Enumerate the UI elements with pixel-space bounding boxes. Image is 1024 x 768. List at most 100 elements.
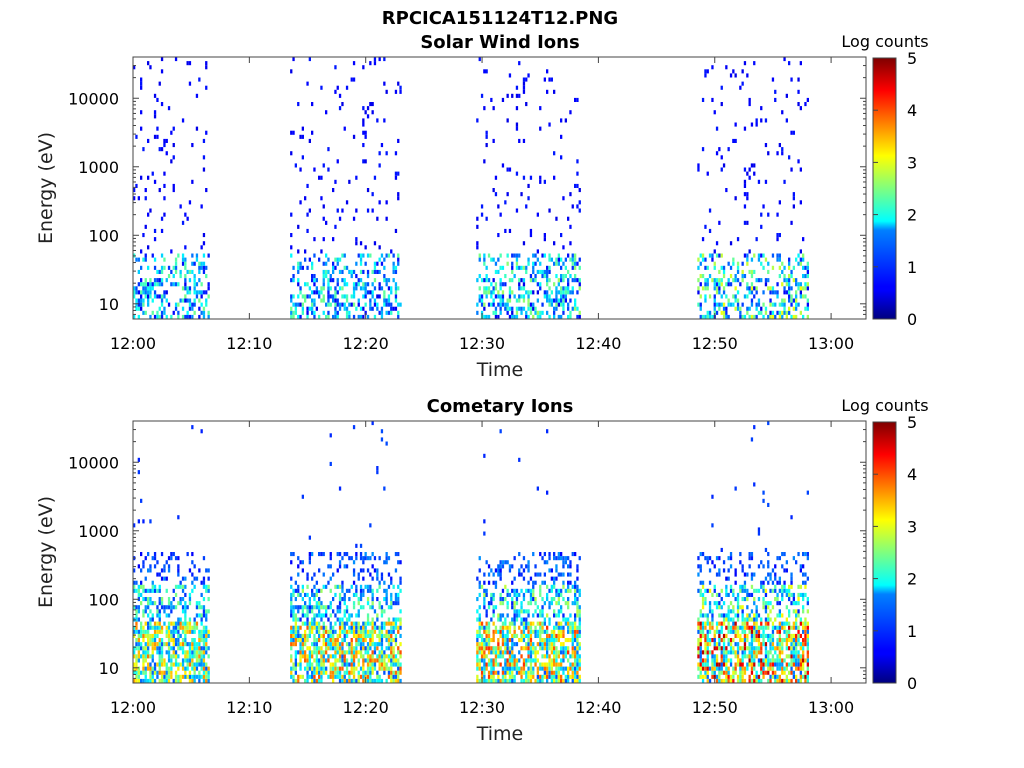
heatmap-cell: [352, 658, 356, 663]
heatmap-cell: [137, 617, 140, 622]
heatmap-cell: [776, 666, 779, 671]
heatmap-cell: [292, 674, 295, 679]
heatmap-cell: [167, 605, 171, 610]
heatmap-cell: [806, 490, 809, 495]
heatmap-cell: [781, 552, 784, 557]
heatmap-cell: [722, 678, 726, 683]
heatmap-cell: [774, 674, 777, 679]
heatmap-cell: [156, 662, 159, 667]
heatmap-cell: [147, 302, 150, 307]
heatmap-cell: [804, 625, 807, 630]
heatmap-cell: [394, 89, 398, 94]
heatmap-cell: [133, 584, 136, 589]
heatmap-cell: [480, 584, 484, 589]
heatmap-cell: [697, 666, 700, 671]
colorbar: [872, 421, 897, 684]
heatmap-cell: [713, 658, 716, 663]
heatmap-cell: [320, 678, 323, 683]
heatmap-cell: [778, 576, 781, 581]
heatmap-cell: [532, 265, 535, 270]
heatmap-cell: [188, 674, 192, 679]
heatmap-cell: [727, 613, 730, 618]
heatmap-cell: [191, 654, 194, 659]
heatmap-cell: [362, 633, 365, 638]
heatmap-cell: [790, 220, 793, 225]
heatmap-cell: [299, 134, 302, 139]
heatmap-cell: [718, 642, 721, 647]
heatmap-cell: [501, 642, 505, 647]
heatmap-cell: [140, 282, 143, 287]
heatmap-cell: [359, 269, 363, 274]
heatmap-cell: [181, 638, 185, 643]
heatmap-cell: [392, 584, 395, 589]
heatmap-cell: [718, 286, 721, 291]
heatmap-cell: [352, 601, 356, 606]
heatmap-cell: [699, 609, 702, 614]
heatmap-cell: [140, 294, 143, 299]
heatmap-cell: [158, 269, 161, 274]
heatmap-cell: [727, 278, 730, 283]
heatmap-cell: [508, 167, 512, 172]
heatmap-cell: [160, 302, 164, 307]
heatmap-cell: [557, 572, 560, 577]
heatmap-cell: [355, 629, 358, 634]
heatmap-cell: [188, 278, 192, 283]
heatmap-cell: [165, 151, 168, 156]
heatmap-cell: [193, 310, 196, 315]
heatmap-cell: [299, 314, 302, 319]
heatmap-cell: [318, 666, 321, 671]
heatmap-cell: [385, 556, 388, 561]
heatmap-cell: [313, 621, 316, 626]
heatmap-cell: [338, 302, 342, 307]
heatmap-cell: [532, 642, 535, 647]
heatmap-cell: [205, 617, 208, 622]
heatmap-cell: [697, 629, 700, 634]
heatmap-cell: [748, 650, 751, 655]
heatmap-cell: [806, 302, 809, 307]
heatmap-cell: [200, 310, 203, 315]
heatmap-cell: [567, 269, 570, 274]
heatmap-cell: [392, 617, 395, 622]
heatmap-cell: [329, 564, 332, 569]
heatmap-cell: [338, 625, 342, 630]
heatmap-cell: [149, 666, 152, 671]
heatmap-cell: [783, 286, 786, 291]
heatmap-cell: [345, 666, 349, 671]
heatmap-cell: [529, 646, 533, 651]
heatmap-cell: [760, 621, 763, 626]
heatmap-cell: [532, 629, 535, 634]
heatmap-cell: [334, 65, 337, 70]
colorbar-tick-label: 4: [907, 101, 917, 120]
heatmap-cell: [797, 601, 800, 606]
colorbar-tick-label: 0: [907, 310, 917, 329]
heatmap-cell: [315, 650, 318, 655]
heatmap-cell: [186, 314, 189, 319]
heatmap-cell: [518, 658, 521, 663]
heatmap-cell: [290, 629, 293, 634]
heatmap-cell: [338, 552, 342, 557]
heatmap-cell: [383, 580, 386, 585]
heatmap-cell: [764, 605, 768, 610]
heatmap-cell: [771, 77, 775, 82]
heatmap-cell: [202, 646, 206, 651]
heatmap-cell: [334, 89, 337, 94]
heatmap-cell: [205, 629, 208, 634]
heatmap-cell: [380, 310, 384, 315]
heatmap-cell: [774, 576, 777, 581]
heatmap-cell: [555, 576, 558, 581]
heatmap-cell: [205, 188, 208, 193]
heatmap-cell: [701, 678, 705, 683]
heatmap-cell: [788, 265, 791, 270]
heatmap-cell: [743, 167, 747, 172]
heatmap-cell: [802, 552, 805, 557]
heatmap-cell: [741, 654, 744, 659]
heatmap-cell: [732, 592, 735, 597]
heatmap-cell: [163, 670, 166, 675]
heatmap-cell: [327, 167, 330, 172]
heatmap-cell: [739, 560, 742, 565]
heatmap-cell: [487, 650, 491, 655]
heatmap-cell: [506, 625, 509, 630]
heatmap-cell: [553, 638, 556, 643]
heatmap-cell: [140, 552, 143, 557]
heatmap-cell: [701, 552, 705, 557]
